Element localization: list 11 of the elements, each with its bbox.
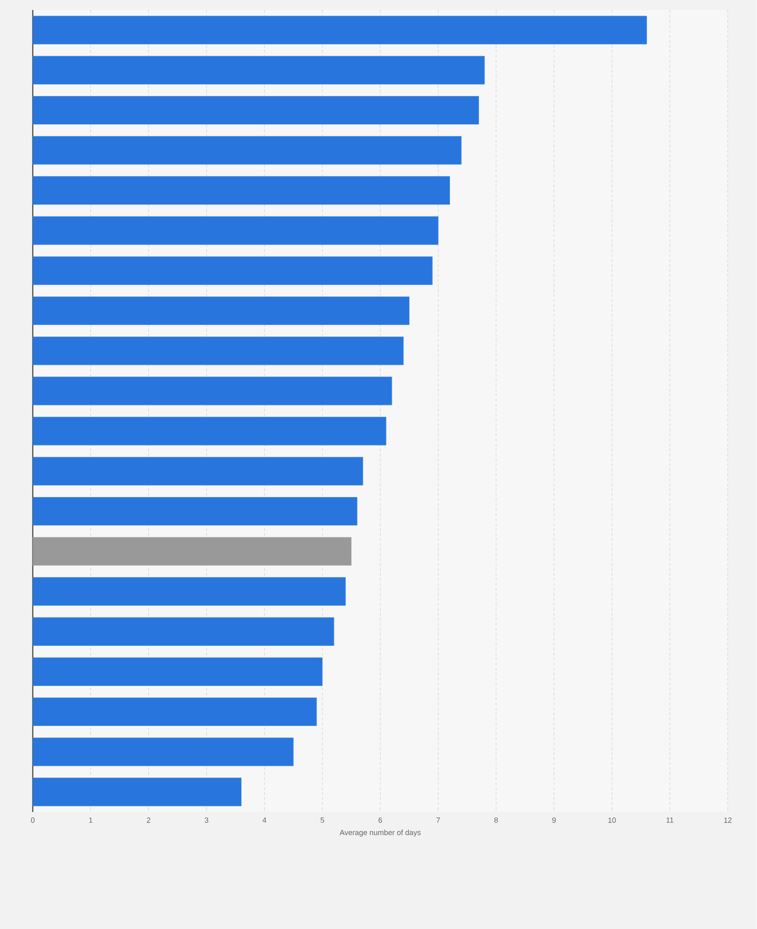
bar	[32, 256, 433, 285]
bar	[32, 497, 358, 526]
bar	[32, 96, 480, 124]
bar	[32, 176, 450, 205]
bar	[32, 657, 323, 686]
bar	[32, 698, 317, 726]
bar	[32, 296, 410, 325]
bar	[32, 216, 438, 245]
bar	[32, 537, 352, 566]
bar	[32, 136, 462, 165]
bar	[32, 577, 346, 606]
